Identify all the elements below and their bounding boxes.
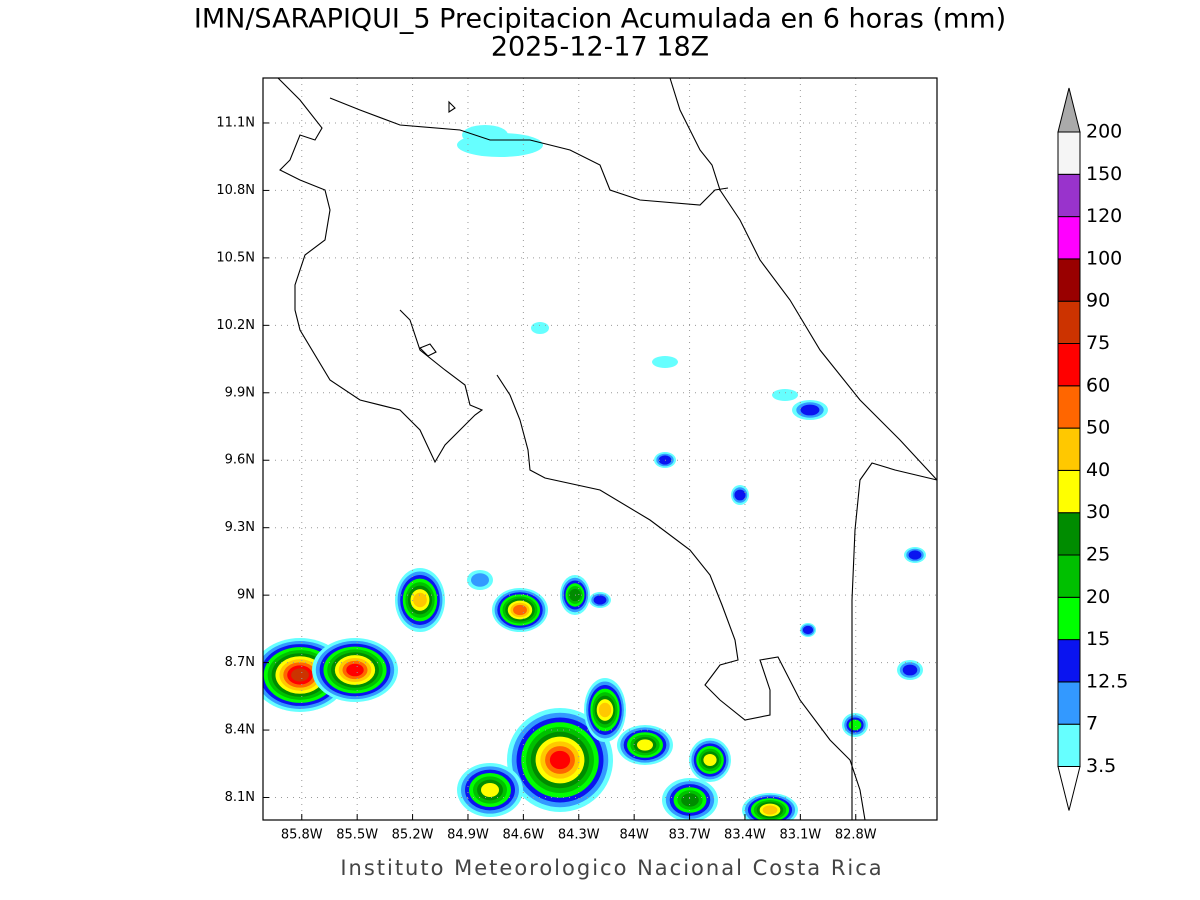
colorbar-box (1057, 723, 1081, 768)
map-frame (262, 77, 938, 821)
colorbar-box (1057, 131, 1081, 175)
precip-area (681, 793, 699, 807)
precip-area (462, 125, 508, 145)
caribbean-coast (669, 77, 938, 481)
y-tick-label: 8.4N (225, 723, 255, 738)
colorbar: 3.5 7 12.5 15 20 25 30 40 50 60 75 90 100 120 150 200 (1057, 87, 1128, 811)
colorbar-label: 50 (1086, 417, 1110, 439)
colorbar-label: 25 (1086, 544, 1110, 566)
colorbar-box (1057, 343, 1081, 387)
y-tick-label: 11.1N (216, 115, 255, 130)
colorbar-label: 3.5 (1086, 755, 1116, 777)
precip-area (902, 664, 918, 676)
precip-area (549, 750, 571, 770)
colorbar-label: 90 (1086, 290, 1110, 312)
colorbar-over (1057, 87, 1081, 133)
nicaragua-border (329, 97, 729, 206)
colorbar-box (1057, 512, 1081, 556)
precip-area (593, 595, 607, 605)
colorbar-label: 60 (1086, 374, 1110, 396)
x-tick-label: 83.7W (669, 828, 711, 843)
colorbar-box (1057, 258, 1081, 302)
colorbar-box (1057, 596, 1081, 641)
colorbar-label: 120 (1086, 205, 1122, 227)
precip-area (513, 604, 527, 616)
footer: Instituto Meteorologico Nacional Costa R… (340, 856, 883, 880)
colorbar-label: 40 (1086, 459, 1110, 481)
colorbar-label: 12.5 (1086, 670, 1128, 692)
island (448, 100, 456, 114)
x-tick-label: 82.8W (835, 828, 877, 843)
y-tick-label: 9N (237, 588, 255, 603)
precip-area (413, 592, 427, 608)
colorbar-under (1057, 766, 1081, 811)
precip-area (762, 805, 778, 815)
precip-area (848, 719, 862, 731)
colorbar-box (1057, 173, 1081, 218)
y-tick-label: 8.1N (225, 790, 255, 805)
precip-area (291, 668, 309, 682)
x-tick-label: 84.3W (558, 828, 600, 843)
colorbar-label: 200 (1086, 121, 1122, 143)
border (851, 462, 938, 820)
colorbar-box (1057, 469, 1081, 514)
x-tick-label: 85.5W (336, 828, 378, 843)
subtitle: 2025-12-17 18Z (491, 32, 709, 63)
colorbar-box (1057, 300, 1081, 345)
coastline (277, 77, 938, 821)
x-tick-label: 84.6W (502, 828, 544, 843)
x-tick-label: 83.4W (724, 828, 766, 843)
colorbar-label: 20 (1086, 586, 1110, 608)
y-tick-label: 9.3N (225, 520, 255, 535)
axes: 85.8W 85.5W 85.2W 84.9W 84.6W 84.3W 84W 83.7W 83… (216, 115, 876, 842)
y-tick-label: 10.5N (216, 250, 255, 265)
island (419, 343, 437, 357)
x-tick-label: 83.1W (779, 828, 821, 843)
y-tick-label: 8.7N (225, 655, 255, 670)
colorbar-box (1057, 385, 1081, 429)
colorbar-label: 15 (1086, 628, 1110, 650)
colorbar-label: 100 (1086, 247, 1122, 269)
precip-area (471, 573, 489, 587)
precip-area (652, 356, 678, 368)
colorbar-box (1057, 639, 1081, 683)
y-tick-label: 9.9N (225, 385, 255, 400)
x-tick-label: 85.8W (281, 828, 323, 843)
colorbar-box (1057, 554, 1081, 598)
precip-area (481, 783, 499, 797)
grid (263, 78, 937, 820)
pacific-coast (277, 77, 484, 464)
precip-area (802, 625, 814, 635)
precip-area (531, 322, 549, 334)
colorbar-label: 150 (1086, 163, 1122, 185)
y-tick-label: 10.8N (216, 183, 255, 198)
colorbar-box (1057, 427, 1081, 471)
colorbar-box (1057, 681, 1081, 725)
x-tick-label: 85.2W (392, 828, 434, 843)
precipitation-layer (263, 125, 926, 820)
y-tick-label: 9.6N (225, 453, 255, 468)
precip-area (772, 389, 798, 401)
precip-area (800, 404, 820, 416)
colorbar-label: 30 (1086, 501, 1110, 523)
x-tick-label: 84W (619, 828, 649, 843)
title: IMN/SARAPIQUI_5 Precipitacion Acumulada … (194, 4, 1006, 35)
precip-area (734, 489, 746, 501)
precip-area (908, 550, 922, 560)
colorbar-box (1057, 216, 1081, 260)
precip-area (598, 702, 612, 718)
colorbar-label: 7 (1086, 713, 1098, 735)
precip-area (703, 754, 717, 766)
precip-area (637, 739, 653, 751)
colorbar-label: 75 (1086, 332, 1110, 354)
precip-area (346, 663, 364, 677)
y-tick-label: 10.2N (216, 318, 255, 333)
x-tick-label: 84.9W (447, 828, 489, 843)
gulf-coast (496, 374, 866, 821)
